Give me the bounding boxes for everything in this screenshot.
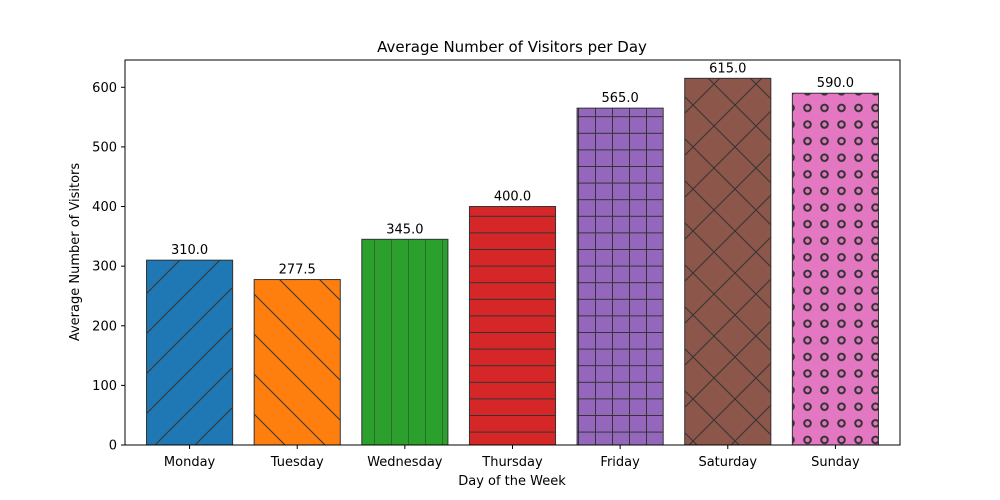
data-label-tuesday: 277.5 [279,263,316,278]
bar-hatch-saturday [684,77,772,446]
bar-hatch-monday [146,259,234,446]
data-label-sunday: 590.0 [817,76,854,91]
x-axis-label: Day of the Week [458,474,566,489]
y-tick-label-100: 100 [92,379,117,394]
bars-layer: 310.0 277.5 345.0 400.0 565.0 615.0 590.0 [146,61,879,446]
y-tick-label-400: 400 [92,200,117,215]
x-tick-label-wednesday: Wednesday [367,455,443,470]
bar-hatch-friday [576,107,664,446]
y-tick-label-500: 500 [92,140,117,155]
bar-hatch-tuesday [253,279,341,446]
data-label-friday: 565.0 [602,91,639,106]
y-tick-label-300: 300 [92,260,117,275]
y-tick-label-200: 200 [92,319,117,334]
bar-hatch-wednesday [361,238,449,446]
x-tick-label-thursday: Thursday [481,455,543,470]
chart-title: Average Number of Visitors per Day [377,38,647,56]
data-label-monday: 310.0 [171,243,208,258]
y-tick-label-600: 600 [92,81,117,96]
x-tick-label-monday: Monday [164,455,216,470]
axes-layer: Monday Tuesday Wednesday Thursday Friday Satu… [92,59,901,470]
plot-frame [124,59,901,446]
y-tick-label-0: 0 [109,439,117,454]
data-label-wednesday: 345.0 [386,222,423,237]
x-tick-label-sunday: Sunday [811,455,860,470]
x-tick-label-friday: Friday [600,455,640,470]
y-axis-label: Average Number of Visitors [68,163,83,342]
bar-hatch-sunday [791,92,879,446]
x-tick-label-tuesday: Tuesday [270,455,324,470]
bar-hatch-thursday [468,206,557,446]
data-label-saturday: 615.0 [709,61,746,76]
x-tick-label-saturday: Saturday [698,455,757,470]
data-label-thursday: 400.0 [494,190,531,205]
